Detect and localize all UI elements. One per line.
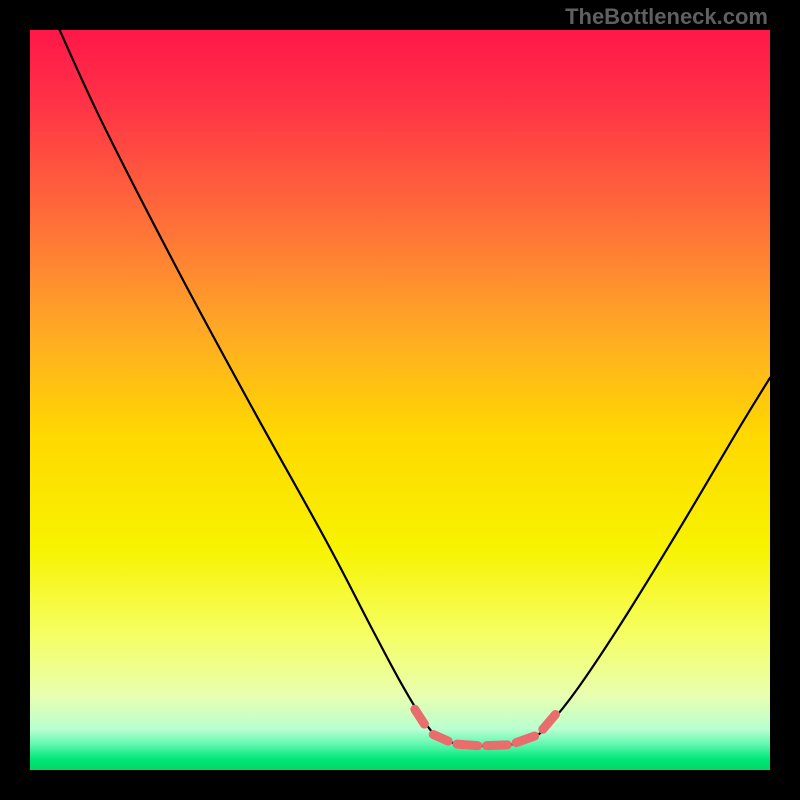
marker-segment [457,744,478,745]
bottleneck-curve-chart [30,30,770,770]
chart-frame: TheBottleneck.com [0,0,800,800]
watermark-text: TheBottleneck.com [565,4,768,30]
marker-segment [516,736,535,743]
marker-segment [433,734,448,741]
gradient-background [30,30,770,770]
plot-area [30,30,770,770]
marker-segment [487,745,508,746]
